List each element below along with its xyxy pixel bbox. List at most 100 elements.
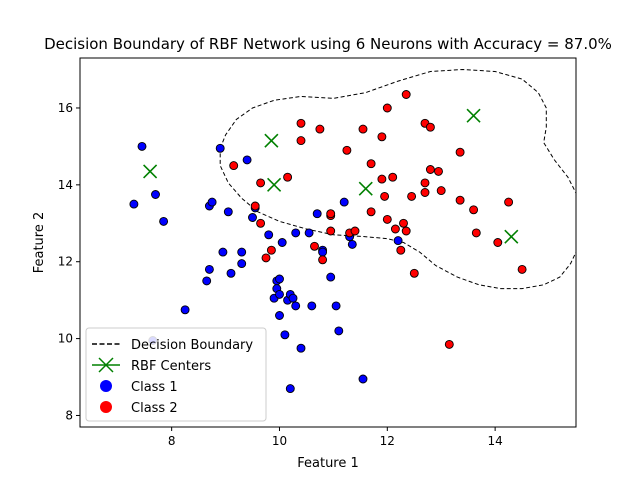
x-tick-label: 10	[272, 434, 287, 448]
data-points	[129, 90, 527, 394]
class1-point-0	[129, 199, 139, 209]
class1-point-9	[207, 197, 217, 207]
class2-point-5	[266, 245, 276, 255]
class1-point-41	[331, 301, 341, 311]
class1-point-15	[237, 259, 247, 269]
rbf-center-marker-0	[143, 164, 158, 179]
class1-point-42	[334, 326, 344, 336]
class2-point-35	[420, 178, 430, 188]
plot-frame	[79, 57, 577, 428]
chart-title: Decision Boundary of RBF Network using 6…	[44, 35, 612, 53]
class2-point-15	[342, 145, 352, 155]
class1-point-6	[202, 276, 212, 286]
class2-point-20	[366, 207, 376, 217]
class2-point-10	[315, 124, 325, 134]
class1-point-27	[280, 330, 290, 340]
class2-point-26	[388, 172, 398, 182]
class2-point-28	[396, 245, 406, 255]
class2-point-14	[326, 209, 336, 219]
class2-point-47	[504, 197, 514, 207]
class1-point-14	[237, 247, 247, 257]
class2-point-9	[310, 241, 319, 251]
class1-point-1	[137, 141, 147, 151]
y-tick-label: 12	[58, 255, 73, 269]
class2-point-48	[517, 264, 527, 274]
class2-point-17	[350, 226, 360, 236]
class1-point-5	[180, 305, 190, 315]
class1-point-46	[358, 374, 368, 384]
class1-point-17	[248, 213, 257, 222]
class1-point-43	[339, 197, 349, 207]
class2-point-6	[283, 172, 293, 182]
class1-point-3	[159, 216, 169, 226]
class1-point-33	[285, 384, 295, 394]
x-axis-ticks: 8 10 12 14	[168, 427, 503, 448]
class2-point-24	[382, 214, 392, 224]
legend-class1-swatch	[100, 380, 112, 392]
class1-point-36	[307, 301, 317, 311]
class2-point-43	[455, 195, 465, 205]
y-tick-label: 8	[65, 408, 73, 422]
plot-area	[129, 68, 576, 394]
x-tick-label: 14	[487, 434, 502, 448]
rbf-center-marker-3	[358, 181, 373, 196]
class1-point-37	[312, 209, 322, 219]
class2-point-8	[296, 136, 306, 146]
legend-box	[85, 327, 267, 422]
class2-point-37	[425, 122, 435, 132]
class2-point-27	[390, 224, 400, 234]
class1-point-24	[275, 289, 284, 299]
legend-label-boundary: Decision Boundary	[131, 338, 253, 353]
x-tick-label: 12	[380, 434, 395, 448]
rbf-center-marker-5	[504, 229, 519, 244]
class2-point-7	[296, 118, 306, 128]
class1-point-32	[291, 228, 301, 238]
rbf-center-marker-2	[267, 177, 282, 192]
class2-point-39	[434, 166, 443, 176]
class1-point-2	[151, 190, 160, 199]
class2-point-11	[318, 255, 328, 265]
legend-centers-swatch	[92, 357, 120, 373]
class2-point-13	[326, 226, 336, 236]
class2-point-45	[471, 228, 481, 238]
class2-point-42	[455, 147, 465, 157]
y-axis-ticks: 8 10 12 14 16	[58, 101, 80, 422]
class1-point-25	[275, 311, 284, 320]
class1-point-26	[277, 238, 287, 247]
class1-point-35	[304, 228, 314, 238]
class2-point-46	[493, 238, 503, 247]
decision-boundary-line	[219, 68, 576, 290]
legend: Decision Boundary RBF Centers Class 1 Cl…	[85, 327, 267, 422]
class2-point-38	[425, 165, 435, 174]
class2-point-36	[420, 188, 430, 197]
x-tick-label: 8	[168, 434, 176, 448]
class1-point-39	[318, 247, 328, 257]
class1-point-34	[296, 343, 306, 353]
rbf-centers	[143, 108, 519, 244]
class1-point-12	[223, 207, 233, 217]
class1-point-7	[204, 264, 214, 274]
class2-point-31	[401, 90, 411, 99]
class2-point-29	[399, 218, 408, 228]
class1-point-30	[288, 293, 298, 303]
class1-point-13	[226, 268, 236, 278]
rbf-center-marker-1	[264, 133, 279, 148]
class2-point-41	[444, 339, 454, 349]
class1-point-19	[264, 230, 274, 240]
class1-point-47	[393, 236, 403, 246]
class2-point-33	[409, 268, 419, 278]
class2-point-30	[401, 226, 411, 236]
y-axis-label: Feature 2	[32, 212, 47, 274]
class2-point-2	[256, 178, 266, 188]
class2-point-23	[380, 191, 390, 201]
legend-label-class2: Class 2	[131, 401, 178, 416]
y-tick-label: 16	[58, 101, 73, 115]
class2-point-4	[261, 253, 271, 263]
class2-point-22	[377, 174, 387, 184]
class2-point-32	[407, 191, 417, 201]
class1-point-11	[218, 247, 228, 257]
class2-point-25	[382, 103, 392, 113]
class2-point-1	[250, 201, 260, 211]
class2-point-3	[256, 218, 266, 228]
class2-point-19	[366, 159, 376, 169]
